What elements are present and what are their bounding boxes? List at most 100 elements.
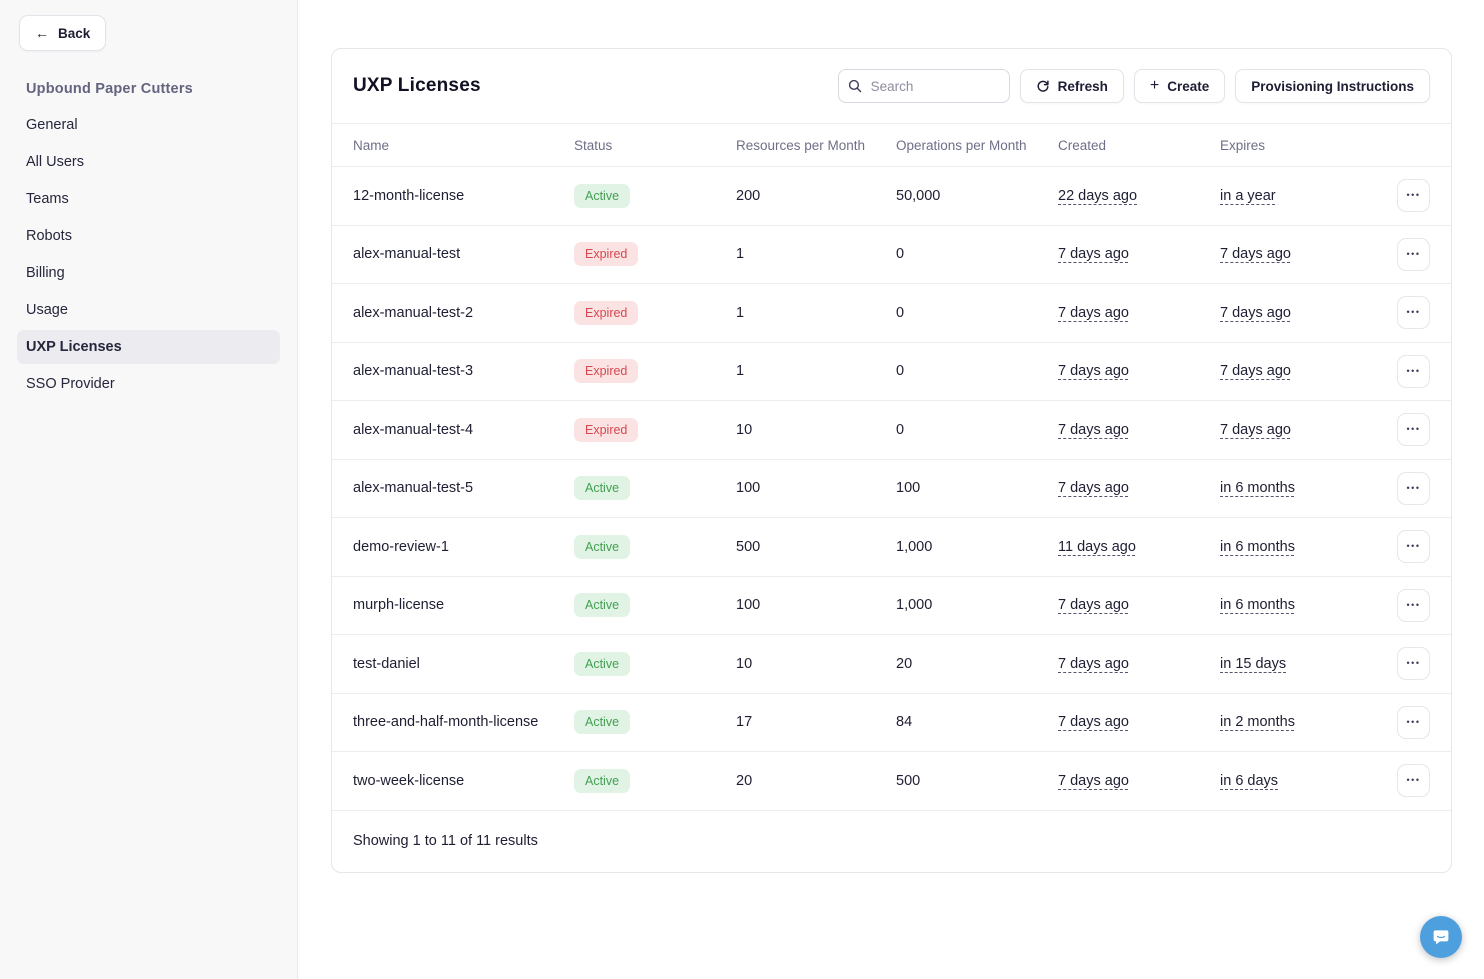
operations-per-month-value: 0: [896, 246, 905, 263]
status-cell: Active: [574, 651, 736, 676]
sidebar-item-usage[interactable]: Usage: [17, 293, 280, 327]
license-name: alex-manual-test-5: [353, 480, 474, 497]
sidebar-item-uxp-licenses[interactable]: UXP Licenses: [17, 330, 280, 364]
expires-cell: in 15 days: [1220, 656, 1390, 672]
sidebar-item-robots[interactable]: Robots: [17, 219, 280, 253]
column-header-expires: Expires: [1220, 137, 1266, 153]
ellipsis-icon: •••: [1406, 599, 1421, 610]
expires-value: in a year: [1220, 187, 1276, 204]
row-actions-button[interactable]: •••: [1397, 647, 1430, 681]
expires-cell: in 6 months: [1220, 480, 1390, 496]
search-input[interactable]: [837, 69, 1010, 103]
actions-cell: •••: [1397, 237, 1430, 271]
plus-icon: +: [1149, 77, 1160, 94]
actions-cell: •••: [1397, 179, 1430, 213]
refresh-button-label: Refresh: [1057, 78, 1108, 94]
provisioning-instructions-label: Provisioning Instructions: [1251, 78, 1414, 94]
actions-cell: •••: [1397, 471, 1430, 505]
expires-value: 7 days ago: [1220, 363, 1291, 380]
row-actions-button[interactable]: •••: [1397, 413, 1430, 447]
status-badge: Active: [574, 476, 631, 501]
status-badge: Active: [574, 534, 631, 559]
sidebar-item-billing[interactable]: Billing: [17, 256, 280, 290]
license-name: demo-review-1: [353, 538, 449, 555]
card-header: UXP Licenses Refresh + Create: [332, 49, 1451, 123]
sidebar-nav: General All Users Teams Robots Billing U…: [17, 108, 280, 401]
expires-value: in 2 months: [1220, 714, 1295, 731]
row-actions-button[interactable]: •••: [1397, 354, 1430, 388]
created-value: 11 days ago: [1058, 538, 1136, 555]
back-button-label: Back: [58, 25, 91, 41]
status-cell: Active: [574, 534, 736, 559]
expires-cell: in 2 months: [1220, 714, 1390, 730]
table-row: test-daniel Active 10 20 7 days ago in 1…: [332, 635, 1451, 694]
results-count: Showing 1 to 11 of 11 results: [353, 833, 538, 849]
expires-value: 7 days ago: [1220, 421, 1291, 438]
created-value: 7 days ago: [1058, 655, 1129, 672]
expires-value: in 6 months: [1220, 597, 1295, 614]
actions-cell: •••: [1397, 705, 1430, 739]
created-cell: 7 days ago: [1058, 714, 1220, 730]
created-cell: 7 days ago: [1058, 773, 1220, 789]
table-row: demo-review-1 Active 500 1,000 11 days a…: [332, 518, 1451, 577]
sidebar-item-teams[interactable]: Teams: [17, 182, 280, 216]
status-badge: Expired: [574, 417, 639, 442]
status-cell: Active: [574, 768, 736, 793]
expires-cell: in 6 months: [1220, 539, 1390, 555]
sidebar-item-sso-provider[interactable]: SSO Provider: [17, 367, 280, 401]
column-header-resources-per-month: Resources per Month: [736, 137, 866, 153]
license-name: murph-license: [353, 597, 445, 614]
resources-per-month-value: 100: [736, 597, 761, 614]
org-title: Upbound Paper Cutters: [26, 81, 193, 97]
row-actions-button[interactable]: •••: [1397, 296, 1430, 330]
resources-per-month-value: 100: [736, 480, 761, 497]
sidebar-item-general[interactable]: General: [17, 108, 280, 142]
license-name: alex-manual-test-2: [353, 304, 474, 321]
resources-per-month-value: 10: [736, 655, 753, 672]
ellipsis-icon: •••: [1406, 365, 1421, 376]
table-footer: Showing 1 to 11 of 11 results: [332, 811, 1451, 872]
sidebar-item-label: Teams: [26, 191, 69, 207]
search-wrap: [837, 69, 1010, 103]
table-row: alex-manual-test-3 Expired 1 0 7 days ag…: [332, 343, 1451, 401]
created-cell: 7 days ago: [1058, 597, 1220, 613]
resources-per-month-value: 10: [736, 421, 753, 438]
expires-cell: 7 days ago: [1220, 422, 1390, 438]
operations-per-month-value: 100: [896, 480, 921, 497]
ellipsis-icon: •••: [1406, 190, 1421, 201]
operations-per-month-value: 0: [896, 363, 905, 380]
sidebar-item-label: SSO Provider: [26, 376, 115, 392]
row-actions-button[interactable]: •••: [1397, 179, 1430, 213]
provisioning-instructions-button[interactable]: Provisioning Instructions: [1235, 69, 1430, 103]
row-actions-button[interactable]: •••: [1397, 471, 1430, 505]
expires-value: 7 days ago: [1220, 304, 1291, 321]
page-title: UXP Licenses: [353, 75, 481, 96]
license-name: alex-manual-test-3: [353, 363, 474, 380]
expires-cell: 7 days ago: [1220, 363, 1390, 379]
expires-cell: in 6 days: [1220, 773, 1390, 789]
created-cell: 7 days ago: [1058, 422, 1220, 438]
status-badge: Expired: [574, 300, 639, 325]
sidebar-item-all-users[interactable]: All Users: [17, 145, 280, 179]
created-value: 7 days ago: [1058, 304, 1129, 321]
chat-bubble-icon: [1433, 930, 1449, 945]
row-actions-button[interactable]: •••: [1397, 588, 1430, 622]
status-badge: Expired: [574, 359, 639, 384]
row-actions-button[interactable]: •••: [1397, 705, 1430, 739]
created-cell: 7 days ago: [1058, 305, 1220, 321]
create-button[interactable]: + Create: [1133, 69, 1226, 103]
created-cell: 7 days ago: [1058, 656, 1220, 672]
chat-launcher-button[interactable]: [1420, 916, 1462, 958]
operations-per-month-value: 1,000: [896, 597, 933, 614]
back-button[interactable]: ← Back: [19, 15, 107, 51]
refresh-button[interactable]: Refresh: [1019, 69, 1124, 103]
column-header-status: Status: [574, 137, 613, 153]
row-actions-button[interactable]: •••: [1397, 530, 1430, 564]
row-actions-button[interactable]: •••: [1397, 237, 1430, 271]
expires-cell: 7 days ago: [1220, 305, 1390, 321]
row-actions-button[interactable]: •••: [1397, 764, 1430, 798]
created-cell: 11 days ago: [1058, 539, 1220, 555]
resources-per-month-value: 20: [736, 772, 753, 789]
license-name: two-week-license: [353, 772, 465, 789]
table-row: two-week-license Active 20 500 7 days ag…: [332, 752, 1451, 811]
